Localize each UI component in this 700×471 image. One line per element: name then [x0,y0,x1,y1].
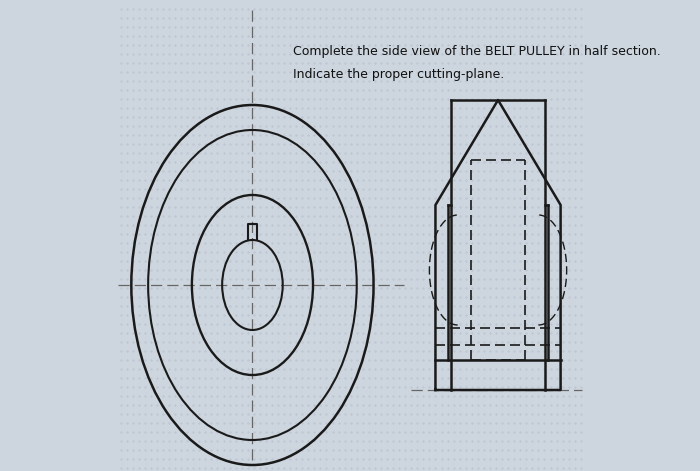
Text: Indicate the proper cutting-plane.: Indicate the proper cutting-plane. [293,68,504,81]
Text: Complete the side view of the BELT PULLEY in half section.: Complete the side view of the BELT PULLE… [293,45,661,58]
